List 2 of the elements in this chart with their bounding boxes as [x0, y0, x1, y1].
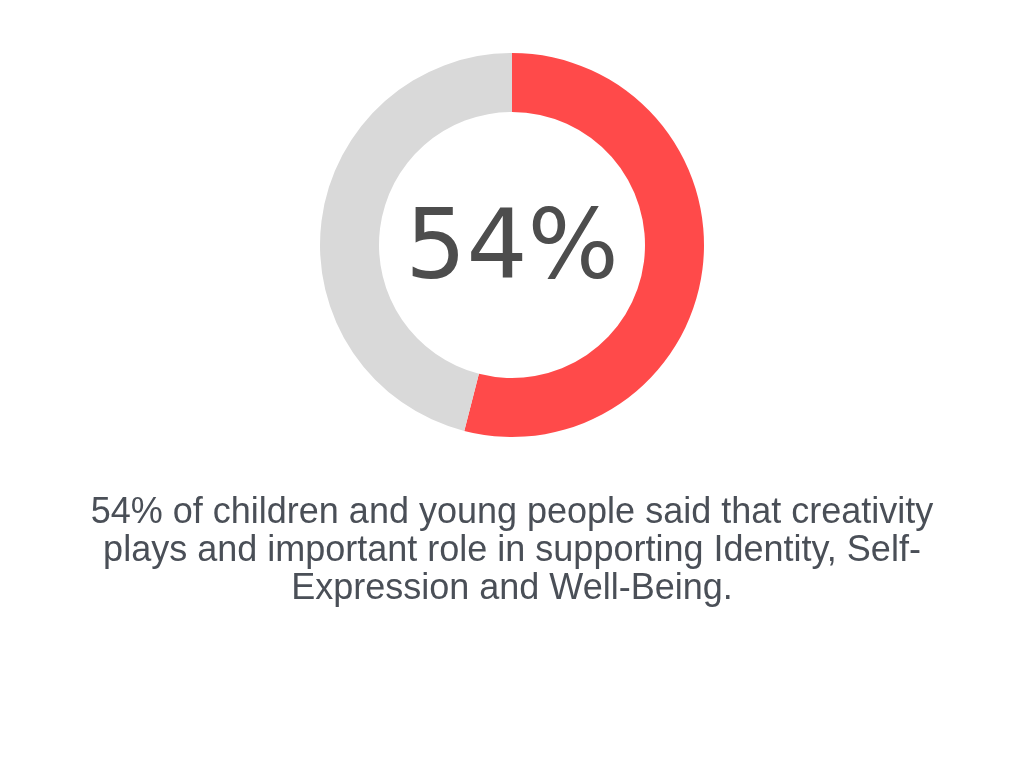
text: 54% of children and young people said that creativity plays and important role in supporting Identity, Self-Expression and Well-Being. [89, 490, 935, 607]
data-label: 54% [405, 189, 619, 301]
